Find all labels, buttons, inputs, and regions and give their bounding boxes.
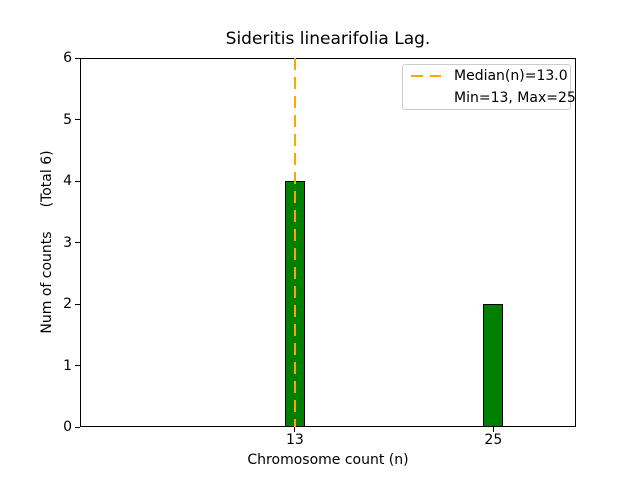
y-tick-mark — [75, 365, 80, 366]
y-tick-mark — [75, 426, 80, 428]
legend: Median(n)=13.0 Min=13, Max=25 — [402, 64, 576, 110]
x-axis-label: Chromosome count (n) — [247, 452, 409, 468]
x-tick-label: 13 — [286, 432, 304, 448]
y-tick-label: 6 — [63, 50, 72, 66]
y-tick-label: 2 — [63, 296, 72, 312]
x-tick-label: 25 — [484, 432, 503, 448]
y-tick-mark — [75, 242, 80, 243]
y-tick-label: 5 — [63, 111, 72, 128]
y-tick-mark — [75, 180, 80, 182]
y-tick-mark — [75, 57, 80, 59]
x-tick-mark — [492, 427, 494, 432]
median-line — [293, 58, 296, 427]
y-axis-total-annotation: (Total 6) — [39, 150, 55, 208]
y-axis-label-text: Num of counts — [39, 231, 55, 334]
y-tick-mark — [75, 303, 80, 305]
chart-title: Sideritis linearifolia Lag. — [225, 29, 431, 49]
empty-legend-swatch — [411, 97, 441, 99]
legend-label-minmax: Min=13, Max=25 — [454, 89, 576, 106]
y-tick-label: 3 — [63, 234, 72, 251]
y-tick-mark — [75, 119, 80, 120]
legend-entry-median: Median(n)=13.0 — [403, 66, 570, 86]
median-dashed-line-swatch — [411, 75, 441, 78]
y-tick-label: 1 — [63, 357, 72, 374]
bar-n25 — [483, 304, 504, 427]
y-tick-label: 0 — [63, 419, 72, 435]
y-tick-label: 4 — [63, 173, 72, 189]
legend-label-median: Median(n)=13.0 — [454, 68, 568, 85]
legend-entry-minmax: Min=13, Max=25 — [403, 88, 576, 108]
x-tick-mark — [294, 427, 296, 432]
y-axis-label: Num of counts (Total 6) — [39, 150, 55, 333]
